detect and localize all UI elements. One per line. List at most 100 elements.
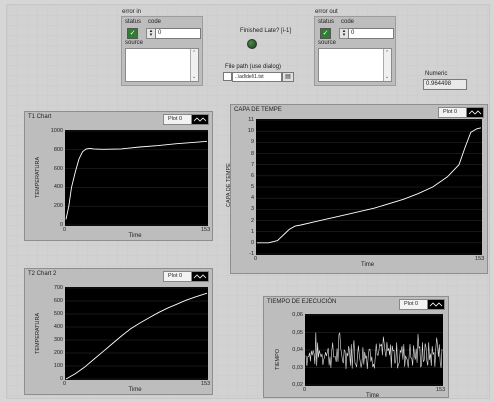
t2-y-tick-label: 500 xyxy=(53,311,63,317)
t2-y-tick-label: 200 xyxy=(53,350,63,356)
plot-style-icon[interactable] xyxy=(427,300,444,309)
t1-plot-area xyxy=(65,130,208,226)
front-panel: error in status code ✓ ▴ ▾ 0 source ⌃ ⌄ F… xyxy=(6,4,490,399)
capa-plot-svg xyxy=(256,119,482,255)
scroll-down-icon[interactable]: ⌄ xyxy=(385,74,390,80)
t2-plot-svg xyxy=(65,287,208,380)
tiempo-y-tick-label: 0,05 xyxy=(292,329,303,336)
error-out-source-label: source xyxy=(318,40,337,46)
error-out-source-field: ⌃ ⌄ xyxy=(318,48,392,82)
t2-chart-title: T2 Chart 2 xyxy=(28,271,57,277)
folder-icon[interactable]: ▤ xyxy=(282,72,294,82)
capa-x-axis-label: Time xyxy=(361,262,375,268)
plot-style-icon[interactable] xyxy=(191,272,208,281)
tiempo-y-tick-label: 0,06 xyxy=(292,312,303,318)
t2-y-tick-label: 100 xyxy=(53,363,63,369)
t2-series-line xyxy=(65,292,208,380)
tiempo-x-tick-label: 153 xyxy=(436,387,446,393)
error-out-source-scrollbar[interactable]: ⌃ ⌄ xyxy=(383,49,391,81)
t2-y-tick-label: 700 xyxy=(53,285,63,291)
tiempo-chart-title: TIEMPO DE EJECUCIÓN xyxy=(267,299,337,305)
t1-y-tick-label: 0 xyxy=(59,222,63,228)
capa-x-tick-label: 153 xyxy=(475,256,485,262)
capa-plot-area xyxy=(256,119,482,255)
tiempo-plot-legend[interactable]: Plot 0 xyxy=(399,299,445,310)
t2-y-axis-label: TEMPERATURA xyxy=(35,312,41,354)
t1-legend-label: Plot 0 xyxy=(168,116,183,122)
t2-x-axis-label: Time xyxy=(128,387,142,393)
scroll-up-icon[interactable]: ⌃ xyxy=(385,50,390,56)
file-path-label: File path (use dialog) xyxy=(225,64,282,70)
tiempo-y-axis-label: TIEMPO xyxy=(275,348,281,370)
error-in-code-label: code xyxy=(148,19,162,25)
plot-style-icon[interactable] xyxy=(191,115,208,124)
error-in-source-scrollbar[interactable]: ⌃ ⌄ xyxy=(190,49,198,81)
t1-y-tick-label: 600 xyxy=(53,165,63,172)
t1-y-tick-label: 400 xyxy=(53,184,63,191)
t1-y-tick-label: 200 xyxy=(53,203,63,210)
tiempo-x-axis-label: Time xyxy=(366,393,380,399)
capa-plot-legend[interactable]: Plot 0 xyxy=(438,107,484,118)
t1-series-line xyxy=(65,140,208,220)
t2-y-tick-label: 400 xyxy=(53,324,63,330)
error-out-status-label: status xyxy=(318,19,335,25)
error-in-source-field[interactable]: ⌃ ⌄ xyxy=(125,48,199,82)
finished-late-led xyxy=(247,39,257,49)
numeric-indicator: 0.964498 xyxy=(423,79,467,90)
t1-plot-legend[interactable]: Plot 0 xyxy=(163,114,209,125)
t2-plot-legend[interactable]: Plot 0 xyxy=(163,271,209,282)
error-out-cluster: status code ✓ ▴ ▾ 0 source ⌃ ⌄ xyxy=(314,16,396,86)
file-path-field[interactable]: ..\ad\del\1.txt xyxy=(232,72,282,82)
error-out-code-field: 0 xyxy=(348,28,394,39)
capa-y-tick-label: 9 xyxy=(250,139,254,146)
tiempo-series-line xyxy=(305,332,443,370)
capa-y-tick-label: 5 xyxy=(250,184,254,190)
capa-y-tick-label: 7 xyxy=(250,161,254,168)
plot-style-icon[interactable] xyxy=(466,108,483,117)
error-out-code-label: code xyxy=(341,19,355,25)
capa-x-tick-label: 0 xyxy=(254,256,258,262)
finished-late-label: Finished Late? [i-1] xyxy=(240,28,292,34)
tiempo-plot-area xyxy=(305,314,443,386)
error-in-source-label: source xyxy=(125,40,144,46)
capa-y-tick-label: 2 xyxy=(250,217,254,224)
error-out-title: error out xyxy=(315,9,338,15)
t2-plot-area xyxy=(65,287,208,380)
t1-x-axis-label: Time xyxy=(128,233,142,239)
error-in-status-checkbox[interactable]: ✓ xyxy=(127,28,138,39)
t2-legend-label: Plot 0 xyxy=(168,273,183,279)
tiempo-y-tick-label: 0,04 xyxy=(292,347,303,353)
t1-y-tick-label: 800 xyxy=(53,146,63,153)
error-in-code-field[interactable]: 0 xyxy=(155,28,201,39)
t2-x-tick-label: 153 xyxy=(201,381,211,387)
capa-y-tick-label: -1 xyxy=(249,251,254,257)
capa-y-tick-label: 3 xyxy=(250,206,254,213)
tiempo-y-tick-label: 0,03 xyxy=(292,364,303,371)
scroll-down-icon[interactable]: ⌄ xyxy=(192,74,197,80)
tiempo-y-tick-label: 0,02 xyxy=(292,382,303,388)
tiempo-plot-svg xyxy=(305,314,443,386)
t1-chart: T1 Chart Plot 0 1000 800 600 400 200 0 0 153 Time T… xyxy=(24,111,213,241)
t2-y-tick-label: 600 xyxy=(53,298,63,304)
capa-y-tick-label: 4 xyxy=(250,195,254,202)
t1-x-tick-label: 153 xyxy=(201,227,211,233)
scroll-up-icon[interactable]: ⌃ xyxy=(192,50,197,56)
tiempo-chart: TIEMPO DE EJECUCIÓN Plot 0 0,06 0,05 0,04 0,0… xyxy=(263,296,449,399)
capa-y-axis-label: CAPA DE TEMPE xyxy=(226,163,232,207)
error-in-cluster: status code ✓ ▴ ▾ 0 source ⌃ ⌄ xyxy=(121,16,203,86)
capa-y-tick-label: 6 xyxy=(250,172,254,179)
capa-chart-title: CAPA DE TEMPE xyxy=(234,107,282,113)
t2-chart: T2 Chart 2 Plot 0 700 600 500 400 300 200 100 0 0 1… xyxy=(24,268,213,395)
t1-y-tick-label: 1000 xyxy=(50,128,63,134)
t1-y-axis-label: TEMPERATURA xyxy=(35,156,41,198)
t1-plot-svg xyxy=(65,130,208,226)
capa-series-line xyxy=(257,127,482,244)
error-in-title: error in xyxy=(122,9,142,15)
tiempo-legend-label: Plot 0 xyxy=(404,301,419,307)
capa-y-tick-label: 10 xyxy=(247,128,254,135)
t1-x-tick-label: 0 xyxy=(63,227,67,233)
error-in-status-label: status xyxy=(125,19,142,25)
tiempo-x-tick-label: 0 xyxy=(303,387,307,393)
t1-chart-title: T1 Chart xyxy=(28,114,52,120)
path-browse-icon[interactable] xyxy=(223,72,232,81)
